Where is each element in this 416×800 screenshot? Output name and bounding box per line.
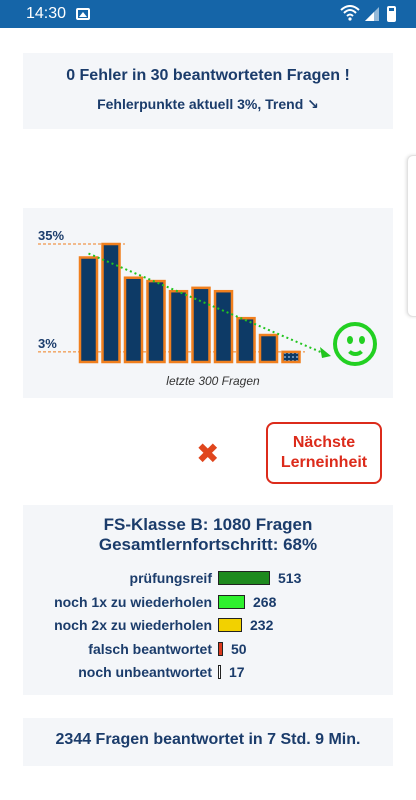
chart-bar — [236, 316, 256, 364]
stat-row: noch 1x zu wiederholen 268 — [0, 592, 416, 614]
stat-count: 268 — [253, 593, 277, 610]
chart-bar — [213, 289, 234, 364]
chart-bar — [123, 276, 144, 364]
stats-heading: FS-Klasse B: 1080 Fragen Gesamtlernforts… — [0, 515, 416, 555]
signal-icon — [365, 7, 379, 21]
smiley-icon — [333, 322, 377, 366]
stat-count: 232 — [250, 617, 274, 633]
trend-down-icon: ↘ — [307, 96, 319, 112]
stat-count: 17 — [229, 664, 245, 680]
stat-row: noch 2x zu wiederholen 232 — [0, 615, 416, 637]
stat-bar — [218, 571, 270, 585]
chart-bar — [78, 256, 99, 364]
stat-bar — [218, 641, 223, 656]
trend-arrowhead — [320, 347, 331, 358]
wifi-icon — [340, 5, 360, 21]
side-panel-handle[interactable] — [407, 155, 416, 317]
error-points-text: Fehlerpunkte aktuell 3%, Trend — [97, 96, 308, 112]
stat-count: 513 — [278, 570, 302, 586]
chart-caption: letzte 300 Fragen — [166, 374, 260, 388]
stats-panel — [23, 505, 393, 695]
status-bar: 14:30 — [0, 0, 416, 28]
progress-text: Gesamtlernfortschritt: 68% — [98, 535, 318, 554]
error-trend-chart: 35% 3% — [38, 228, 331, 364]
chart-bar — [281, 350, 301, 364]
stat-bar — [218, 665, 221, 679]
stat-label: noch 1x zu wiederholen — [54, 593, 212, 610]
answered-summary: 2344 Fragen beantwortet in 7 Std. 9 Min. — [55, 731, 361, 748]
next-lesson-button[interactable]: Nächste Lerneinheit — [266, 422, 382, 484]
stat-label: noch 2x zu wiederholen — [54, 617, 212, 633]
stat-row: falsch beantwortet 50 — [0, 639, 416, 661]
stat-bar — [218, 594, 245, 609]
error-points-line: Fehlerpunkte aktuell 3%, Trend ↘ — [0, 96, 416, 113]
chart-bar — [146, 279, 166, 364]
stat-row: noch unbeantwortet 17 — [0, 662, 416, 684]
chart-bar — [191, 286, 211, 364]
stat-bar — [218, 618, 242, 632]
chart-bar — [258, 333, 279, 364]
gallery-icon — [76, 8, 90, 20]
stat-label: noch unbeantwortet — [78, 664, 212, 680]
close-icon[interactable]: ✖ — [196, 438, 220, 469]
stat-label: falsch beantwortet — [88, 640, 212, 657]
stat-row: prüfungsreif 513 — [0, 568, 416, 590]
stat-label: prüfungsreif — [129, 570, 212, 586]
status-time: 14:30 — [26, 5, 67, 22]
smiley-mouth — [345, 340, 366, 356]
summary-panel — [23, 53, 393, 129]
reference-label: 3% — [38, 336, 57, 351]
footer-panel — [23, 718, 393, 766]
reference-label: 35% — [38, 228, 64, 243]
battery-icon — [387, 6, 396, 22]
error-summary: 0 Fehler in 30 beantworteten Fragen ! — [66, 67, 350, 84]
class-title: FS-Klasse B: 1080 Fragen — [103, 515, 313, 534]
chart-bar — [168, 289, 189, 364]
chart-bar — [101, 242, 121, 364]
stat-count: 50 — [231, 640, 247, 657]
